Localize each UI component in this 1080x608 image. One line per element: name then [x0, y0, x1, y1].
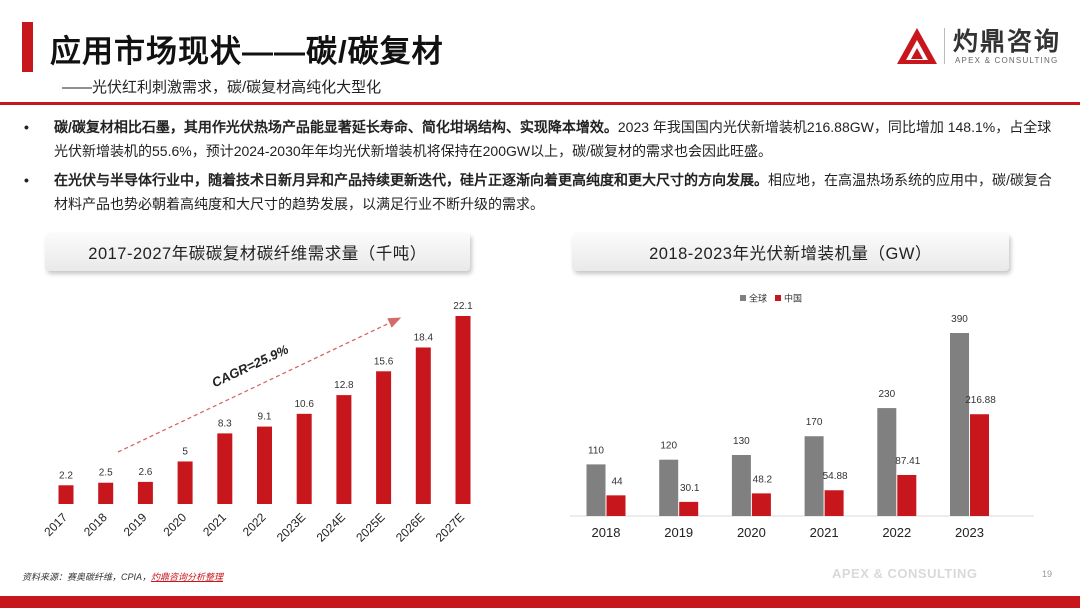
bullet-item: • 碳/碳复材相比石墨，其用作光伏热场产品能显著延长寿命、简化坩埚结构、实现降本… [24, 115, 1054, 163]
data-label: 18.4 [414, 332, 434, 343]
bar [257, 426, 272, 504]
data-label-china: 44 [611, 476, 623, 487]
footer-bar [0, 596, 1080, 608]
bullet-text: 相应地，在高温热场系统的应用中，碳/碳复合材料产品也势必朝着高纯度和大尺寸的趋势… [54, 172, 1052, 212]
cagr-trend-arrow [117, 317, 402, 453]
data-label-global: 390 [951, 314, 968, 325]
data-label-global: 230 [878, 389, 895, 400]
bar [177, 461, 193, 504]
data-label: 22.1 [453, 301, 473, 312]
data-label: 2.5 [99, 468, 113, 479]
cagr-annotation: CAGR=25.9% [209, 341, 291, 390]
data-label-china: 87.41 [895, 456, 920, 467]
page-title: 应用市场现状——碳/碳复材 [50, 34, 444, 69]
pv-installation-chart: 全球 中国 110 44 2018 120 30.1 2019 130 48.2 2020 170 54… [570, 293, 1034, 540]
bar-global [586, 464, 606, 516]
company-logo: 灼鼎咨询 APEX & CONSULTING [895, 24, 1070, 70]
data-label-global: 120 [660, 441, 677, 452]
footer-brand: APEX & CONSULTING [832, 566, 978, 581]
x-tick-label: 2026E [393, 510, 427, 544]
legend-label-global: 全球 [749, 293, 767, 304]
bar [296, 413, 312, 504]
legend-swatch-china [775, 295, 781, 301]
bar-china [606, 495, 626, 516]
x-tick-label: 2020 [160, 510, 189, 539]
data-label: 2.6 [138, 467, 152, 478]
logo-separator [944, 28, 945, 64]
data-label-global: 170 [806, 417, 823, 428]
data-label-global: 110 [588, 445, 604, 456]
legend-swatch-global [740, 295, 746, 301]
source-highlight: 灼鼎咨询分析整理 [151, 572, 224, 582]
bar-global [877, 408, 897, 516]
bullet-bold-text: 在光伏与半导体行业中，随着技术日新月异和产品持续更新迭代，硅片正逐渐向着更高纯度… [54, 172, 768, 188]
x-tick-label: 2017 [41, 510, 70, 539]
bar [58, 485, 74, 504]
source-prefix: 资料来源：赛奥碳纤维，CPIA， [22, 572, 152, 582]
bar [415, 347, 431, 504]
bullet-item: • 在光伏与半导体行业中，随着技术日新月异和产品持续更新迭代，硅片正逐渐向着更高… [24, 168, 1054, 216]
data-label: 9.1 [258, 412, 272, 423]
x-tick-label: 2027E [433, 510, 467, 544]
logo-text-cn: 灼鼎咨询 [953, 28, 1062, 56]
data-label-global: 130 [733, 436, 750, 447]
source-note: 资料来源：赛奥碳纤维，CPIA，灼鼎咨询分析整理 [22, 570, 223, 583]
bar [98, 482, 114, 504]
legend-label-china: 中国 [784, 293, 802, 304]
data-label-china: 48.2 [753, 474, 773, 485]
bar [217, 433, 233, 504]
header-divider [0, 102, 1080, 105]
x-tick-label: 2020 [737, 525, 766, 540]
bullet-dot-icon: • [24, 119, 29, 135]
bar [336, 395, 352, 504]
bar-global [731, 455, 751, 516]
bullet-list: • 碳/碳复材相比石墨，其用作光伏热场产品能显著延长寿命、简化坩埚结构、实现降本… [24, 115, 1054, 221]
bullet-text: 2023 年我国国内光伏新增装机216.88GW，同比增加 148.1%，占全球… [54, 119, 1052, 159]
left-chart-title: 2017-2027年碳碳复材碳纤维需求量（千吨） [45, 233, 470, 271]
data-label-china: 216.88 [965, 395, 996, 406]
bar [376, 371, 392, 504]
data-label: 5 [182, 446, 188, 457]
x-tick-label: 2025E [353, 510, 387, 544]
bar [455, 316, 471, 504]
x-tick-label: 2019 [121, 510, 150, 539]
logo-triangle-icon [897, 28, 937, 64]
x-tick-label: 2018 [81, 510, 110, 539]
bar-china [679, 501, 699, 516]
data-label-china: 54.88 [823, 471, 848, 482]
bar-china [824, 490, 844, 516]
data-label: 2.2 [59, 470, 73, 481]
data-label: 10.6 [294, 399, 314, 410]
bar-global [804, 436, 824, 516]
logo-text-en: APEX & CONSULTING [955, 56, 1059, 65]
carbon-fiber-demand-chart: CAGR=25.9% 2.2 2017 2.5 2018 2.6 2019 5 2020 8.3 2… [41, 301, 473, 545]
x-tick-label: 2022 [882, 525, 911, 540]
bullet-bold-text: 碳/碳复材相比石墨，其用作光伏热场产品能显著延长寿命、简化坩埚结构、实现降本增效… [54, 119, 618, 135]
x-tick-label: 2018 [592, 525, 621, 540]
x-tick-label: 2024E [314, 510, 348, 544]
bar-global [950, 333, 969, 516]
x-tick-label: 2023 [955, 525, 984, 540]
right-chart-title: 2018-2023年光伏新增装机量（GW） [572, 233, 1009, 271]
page-subtitle: ——光伏红利刺激需求，碳/碳复材高纯化大型化 [62, 79, 382, 96]
x-tick-label: 2023E [274, 510, 308, 544]
x-tick-label: 2019 [664, 525, 693, 540]
x-tick-label: 2022 [240, 510, 269, 539]
data-label: 15.6 [374, 356, 394, 367]
bar-china [751, 493, 771, 516]
title-accent-bar [22, 22, 33, 72]
bar [137, 481, 153, 504]
bar-china [970, 414, 989, 516]
data-label: 12.8 [334, 380, 354, 391]
x-tick-label: 2021 [810, 525, 839, 540]
x-tick-label: 2021 [200, 510, 229, 539]
data-label-china: 30.1 [680, 483, 700, 494]
page-number: 19 [1042, 569, 1053, 579]
data-label: 8.3 [218, 418, 232, 429]
bullet-dot-icon: • [24, 172, 29, 188]
bar-china [897, 474, 917, 516]
bar-global [659, 459, 679, 516]
